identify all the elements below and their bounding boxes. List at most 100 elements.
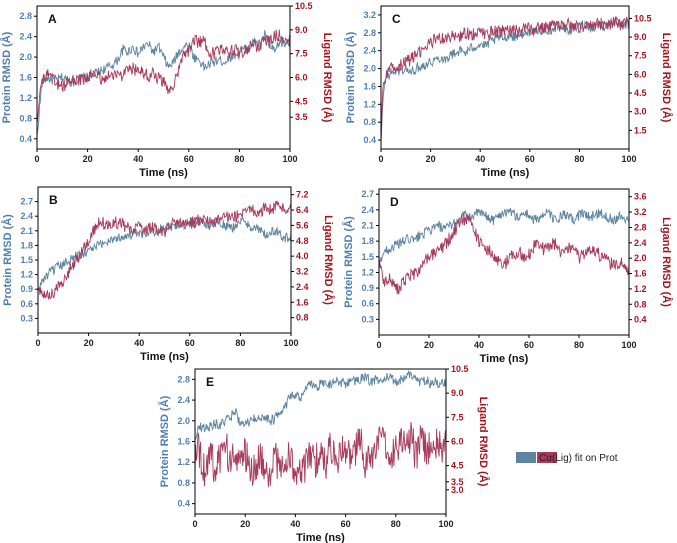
y-left-tick-label: 2.7: [361, 189, 374, 199]
y-right-tick-label: 6.0: [451, 437, 464, 447]
x-tick-label: 100: [621, 340, 636, 350]
x-tick-label: 0: [378, 154, 383, 164]
x-tick-label: 0: [192, 519, 197, 529]
plot-frame: [380, 5, 630, 150]
y-left-tick-label: 2.0: [177, 416, 190, 426]
y-left-tick-label: 0.4: [19, 134, 32, 144]
y-left-tick-label: 1.6: [363, 81, 376, 91]
y-right-tick-label: 3.2: [634, 207, 647, 217]
x-tick-label: 0: [34, 154, 39, 164]
panel-label: B: [49, 193, 58, 207]
y-left-tick-label: 2.4: [20, 211, 33, 221]
x-tick-label: 40: [134, 338, 144, 348]
x-tick-label: 40: [290, 519, 300, 529]
x-tick-label: 100: [282, 154, 297, 164]
y-right-tick-label: 1.6: [634, 269, 647, 279]
series-ligand-a: [37, 29, 290, 125]
x-tick-label: 20: [84, 338, 94, 348]
y-right-tick-label: 7.5: [634, 51, 647, 61]
x-tick-label: 20: [240, 519, 250, 529]
x-tick-label: 40: [475, 154, 485, 164]
y-right-axis-label: Ligand RMSD (Å): [477, 397, 490, 487]
y-left-tick-label: 2.4: [361, 205, 374, 215]
y-left-tick-label: 2.4: [19, 32, 32, 42]
y-right-tick-label: 10.5: [295, 1, 313, 11]
panel-a: 0 20 40 60 80 100 0.4 0.8 1.2 1.6 2.0 2.4 2.8 3.5 4.5 6…: [0, 1, 334, 179]
y-left-tick-label: 1.2: [361, 267, 374, 277]
legend-label: Cα(Lig) fit on Prot: [539, 453, 618, 464]
y-right-tick-label: 2.4: [634, 238, 647, 248]
x-tick-label: 40: [133, 154, 143, 164]
series-protein-b: [38, 216, 291, 294]
y-right-tick-label: 3.5: [451, 477, 464, 487]
x-tick-label: 80: [574, 154, 584, 164]
y-right-tick-label: 4.0: [296, 251, 309, 261]
legend-swatch-ligand: [537, 452, 557, 463]
y-right-axis-label: Ligand RMSD (Å): [321, 33, 334, 123]
y-left-axis-label: Protein RMSD (Å): [344, 31, 357, 123]
y-left-tick-label: 2.1: [361, 221, 374, 231]
x-tick-label: 100: [621, 154, 636, 164]
y-left-tick-label: 1.2: [363, 99, 376, 109]
y-left-tick-label: 1.2: [177, 457, 190, 467]
y-right-axis-label: Ligand RMSD (Å): [660, 217, 673, 307]
y-left-tick-label: 0.8: [177, 478, 190, 488]
x-axis-label: Time (ns): [296, 532, 345, 543]
y-left-tick-label: 1.2: [20, 270, 33, 280]
panel-label: C: [392, 12, 401, 26]
y-right-tick-label: 4.5: [634, 88, 647, 98]
y-right-tick-label: 0.8: [634, 299, 647, 309]
x-tick-label: 20: [424, 340, 434, 350]
panel-e: 0 20 40 60 80 100 0.4 0.8 1.2 1.6 2.0 2.4 2.8 3.53.0 4…: [158, 364, 490, 543]
y-right-tick-label: 9.0: [295, 25, 308, 35]
y-left-tick-label: 1.5: [361, 252, 374, 262]
panel-b: 0 20 40 60 80 100 0.3 0.6 0.9 1.2 1.5 1.8 2.1 2.4 2.7 0…: [1, 186, 335, 363]
x-tick-label: 0: [376, 340, 381, 350]
series-ligand-d: [379, 213, 629, 295]
y-left-tick-label: 0.6: [20, 299, 33, 309]
x-tick-label: 60: [185, 338, 195, 348]
x-tick-label: 80: [235, 338, 245, 348]
x-tick-label: 60: [341, 519, 351, 529]
series-protein-d: [379, 207, 629, 268]
y-left-tick-label: 2.8: [363, 28, 376, 38]
y-left-axis-label: Protein RMSD (Å): [342, 216, 355, 308]
y-right-tick-label: 0.4: [634, 315, 647, 325]
plot-frame: [36, 5, 291, 150]
y-left-axis-label: Protein RMSD (Å): [0, 31, 13, 123]
y-right-tick-label: 2.0: [634, 253, 647, 263]
x-tick-label: 60: [524, 340, 534, 350]
series-ligand-c: [381, 15, 629, 140]
series-ligand-b: [38, 200, 291, 300]
legend-swatch-protein: [516, 452, 536, 463]
y-left-tick-label: 2.8: [177, 374, 190, 384]
x-tick-label: 20: [426, 154, 436, 164]
y-left-tick-label: 3.2: [363, 10, 376, 20]
series-protein-c: [381, 17, 629, 143]
x-tick-label: 80: [391, 519, 401, 529]
y-right-tick-label: 9.0: [634, 32, 647, 42]
x-axis-label: Time (ns): [139, 167, 188, 179]
y-left-tick-label: 0.6: [361, 299, 374, 309]
y-left-tick-label: 1.6: [19, 73, 32, 83]
y-right-tick-label: 3.0: [634, 107, 647, 117]
x-tick-label: 60: [184, 154, 194, 164]
y-left-tick-label: 0.3: [361, 314, 374, 324]
y-left-tick-label: 0.9: [361, 283, 374, 293]
y-left-tick-label: 1.2: [19, 93, 32, 103]
y-right-tick-label: 10.5: [451, 364, 469, 374]
y-left-tick-label: 0.4: [177, 499, 190, 509]
x-tick-label: 0: [35, 338, 40, 348]
y-left-tick-label: 0.8: [363, 117, 376, 127]
y-right-tick-label: 1.2: [634, 284, 647, 294]
panel-label: A: [48, 12, 57, 26]
y-left-tick-label: 1.8: [361, 236, 374, 246]
y-right-tick-label: 3.6: [634, 192, 647, 202]
y-right-tick-label: 9.0: [451, 388, 464, 398]
y-right-tick-label: 4.8: [296, 236, 309, 246]
y-right-tick-label: 1.6: [296, 297, 309, 307]
y-right-tick-label: 0.8: [296, 313, 309, 323]
y-right-tick-label: 7.2: [296, 190, 309, 200]
y-left-tick-label: 2.4: [177, 395, 190, 405]
